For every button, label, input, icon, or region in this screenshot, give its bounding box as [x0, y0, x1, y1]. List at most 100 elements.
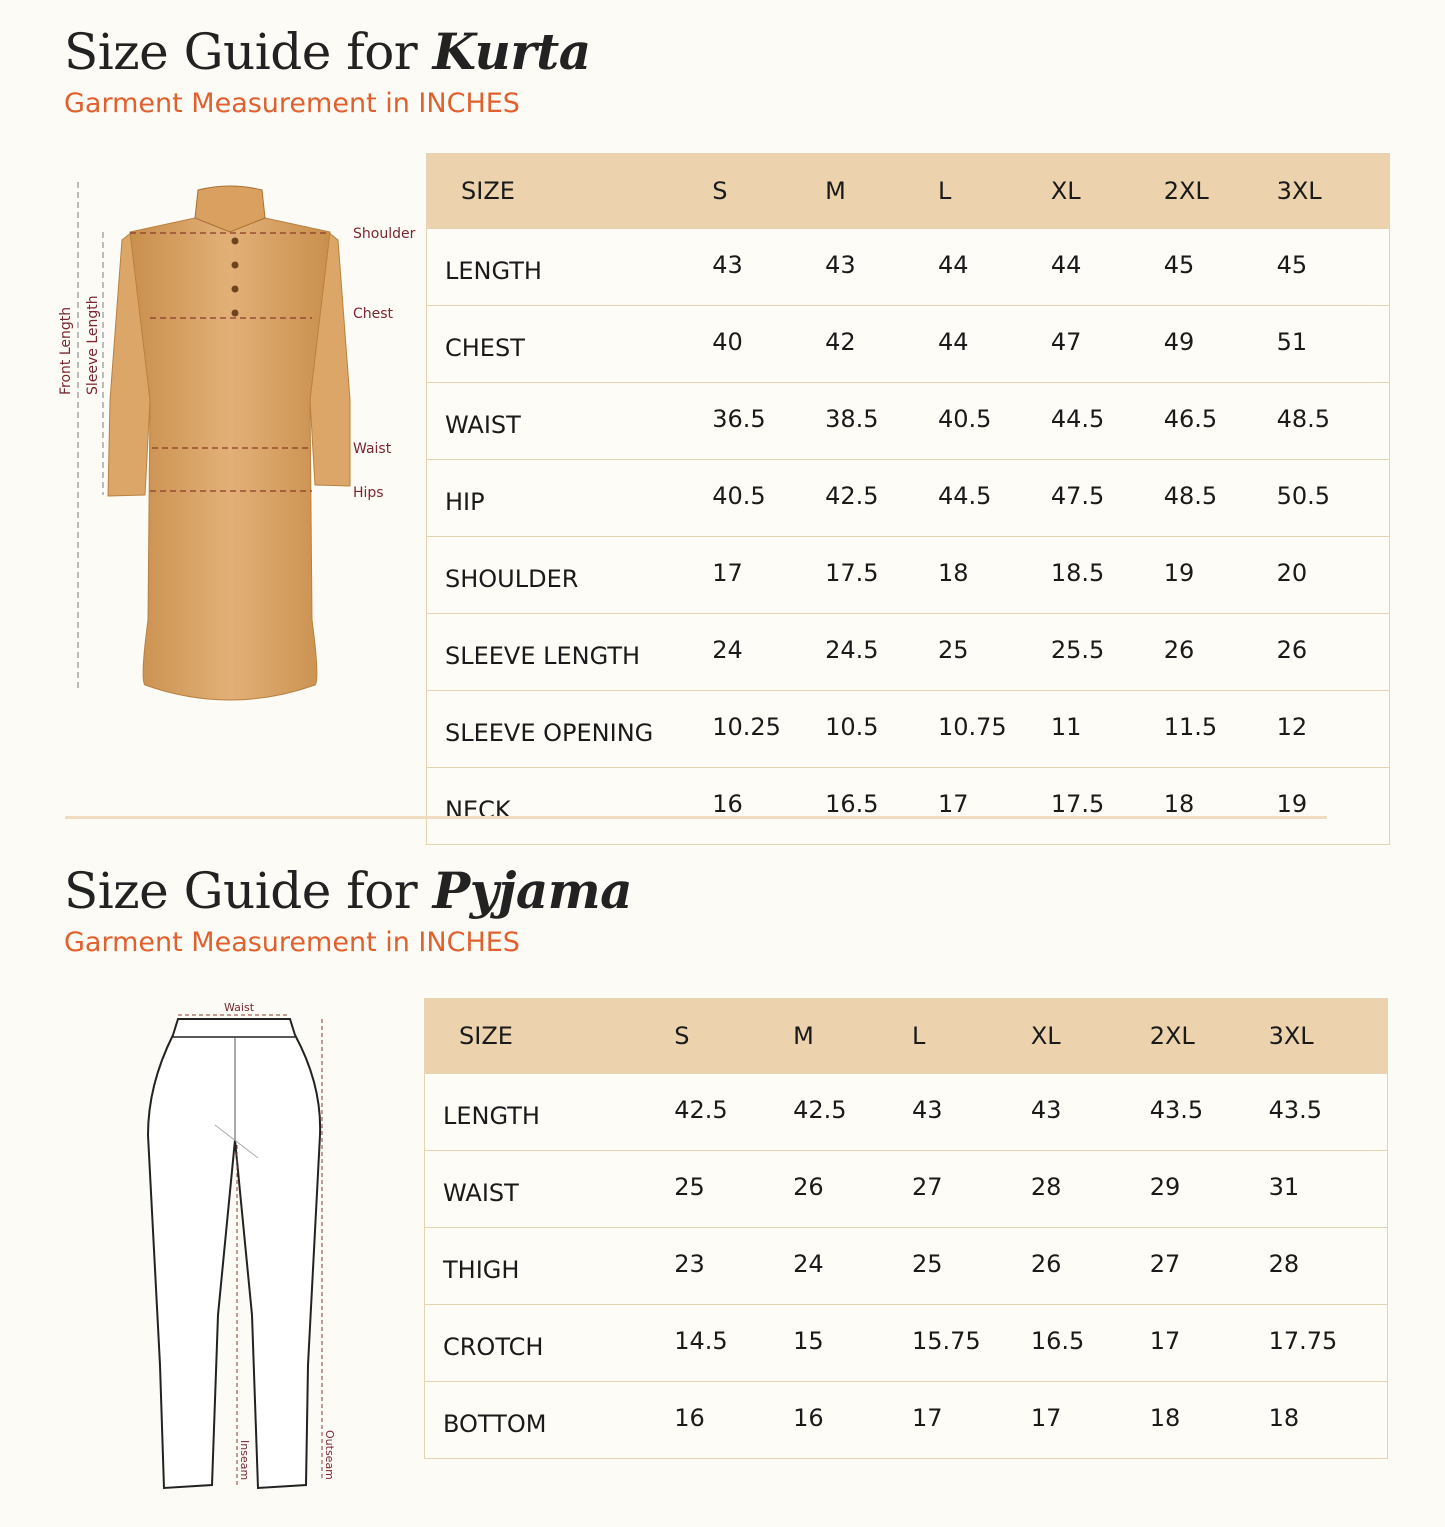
cell-value: 46.5: [1163, 382, 1277, 460]
cell-value: 44: [1050, 228, 1164, 306]
section-divider: [65, 816, 1327, 819]
header-size-s: S: [712, 153, 826, 229]
header-size-m: M: [793, 998, 912, 1074]
cell-value: 25: [674, 1150, 794, 1228]
pyjama-size-table: SIZE S M L XL 2XL 3XL LENGTH 42.5 42.5 43 43 43.5 43…: [424, 998, 1388, 1459]
measure-lines: [77, 182, 330, 692]
cell-value: 11.5: [1163, 690, 1277, 768]
title-item: Pyjama: [432, 861, 633, 920]
header-size: SIZE: [426, 153, 713, 229]
title-item: Kurta: [432, 22, 592, 81]
cell-value: 43.5: [1149, 1073, 1269, 1151]
cell-value: 42.5: [674, 1073, 794, 1151]
cell-value: 40.5: [937, 382, 1051, 460]
cell-value: 47: [1050, 305, 1164, 383]
table-row: CHEST 40 42 44 47 49 51: [426, 305, 1390, 383]
cell-value: 26: [1030, 1227, 1150, 1305]
cell-value: 50.5: [1276, 459, 1390, 537]
kurta-body: [129, 207, 331, 701]
header-size-s: S: [674, 998, 794, 1074]
cell-value: 24: [793, 1227, 912, 1305]
row-label: SLEEVE LENGTH: [426, 613, 713, 691]
label-outseam: Outseam: [323, 1430, 336, 1480]
row-label: SLEEVE OPENING: [426, 690, 713, 768]
cell-value: 45: [1163, 228, 1277, 306]
pyjama-title: Size Guide for Pyjama: [64, 861, 633, 920]
header-size-3xl: 3XL: [1268, 998, 1388, 1074]
row-label: LENGTH: [424, 1073, 675, 1151]
cell-value: 27: [1149, 1227, 1269, 1305]
cell-value: 19: [1276, 767, 1390, 845]
header-size-xl: XL: [1050, 153, 1164, 229]
cell-value: 18: [1149, 1381, 1269, 1459]
cell-value: 17.5: [825, 536, 938, 614]
cell-value: 48.5: [1276, 382, 1390, 460]
table-row: LENGTH 43 43 44 44 45 45: [426, 228, 1390, 306]
cell-value: 18: [1268, 1381, 1388, 1459]
row-label: NECK: [426, 767, 713, 845]
cell-value: 26: [1163, 613, 1277, 691]
row-label: LENGTH: [426, 228, 713, 306]
cell-value: 16.5: [825, 767, 938, 845]
cell-value: 31: [1268, 1150, 1388, 1228]
cell-value: 26: [1276, 613, 1390, 691]
row-label: THIGH: [424, 1227, 675, 1305]
cell-value: 43.5: [1268, 1073, 1388, 1151]
row-label: SHOULDER: [426, 536, 713, 614]
pyjama-outline: [146, 1018, 322, 1490]
cell-value: 43: [911, 1073, 1031, 1151]
cell-value: 17: [1030, 1381, 1150, 1459]
cell-value: 48.5: [1163, 459, 1277, 537]
cell-value: 25: [937, 613, 1051, 691]
cell-value: 26: [793, 1150, 912, 1228]
pyjama-diagram: Waist Inseam Outseam: [146, 1001, 336, 1490]
kurta-size-table: SIZE S M L XL 2XL 3XL LENGTH 43 43 44 44 45 45 CHEST 4…: [426, 153, 1390, 845]
row-label: CROTCH: [424, 1304, 675, 1382]
table-row: SLEEVE LENGTH 24 24.5 25 25.5 26 26: [426, 613, 1390, 691]
header-size-l: L: [911, 998, 1031, 1074]
cell-value: 27: [911, 1150, 1031, 1228]
row-label: WAIST: [426, 382, 713, 460]
cell-value: 10.5: [825, 690, 938, 768]
row-label: CHEST: [426, 305, 713, 383]
cell-value: 42.5: [825, 459, 938, 537]
kurta-diagram: Shoulder Chest Waist Hips Front Length S…: [58, 182, 416, 701]
cell-value: 17: [1149, 1304, 1269, 1382]
row-label: BOTTOM: [424, 1381, 675, 1459]
cell-value: 47.5: [1050, 459, 1164, 537]
cell-value: 18: [1163, 767, 1277, 845]
kurta-buttons: [231, 237, 239, 317]
label-waist: Waist: [353, 441, 392, 457]
table-row: WAIST 25 26 27 28 29 31: [424, 1150, 1388, 1228]
cell-value: 17: [911, 1381, 1031, 1459]
cell-value: 49: [1163, 305, 1277, 383]
cell-value: 44.5: [937, 459, 1051, 537]
label-sleeve-length: Sleeve Length: [85, 295, 101, 395]
cell-value: 15: [793, 1304, 912, 1382]
title-prefix: Size Guide for: [64, 862, 433, 920]
cell-value: 43: [1030, 1073, 1150, 1151]
table-header-row: SIZE S M L XL 2XL 3XL: [424, 998, 1388, 1074]
cell-value: 15.75: [911, 1304, 1031, 1382]
cell-value: 38.5: [825, 382, 938, 460]
table-row: THIGH 23 24 25 26 27 28: [424, 1227, 1388, 1305]
label-waist: Waist: [224, 1001, 255, 1014]
cell-value: 10.75: [937, 690, 1051, 768]
cell-value: 42.5: [793, 1073, 912, 1151]
cell-value: 16: [793, 1381, 912, 1459]
table-row: BOTTOM 16 16 17 17 18 18: [424, 1381, 1388, 1459]
cell-value: 20: [1276, 536, 1390, 614]
table-row: HIP 40.5 42.5 44.5 47.5 48.5 50.5: [426, 459, 1390, 537]
cell-value: 51: [1276, 305, 1390, 383]
row-label: WAIST: [424, 1150, 675, 1228]
cell-value: 25.5: [1050, 613, 1164, 691]
cell-value: 18: [937, 536, 1051, 614]
table-row: LENGTH 42.5 42.5 43 43 43.5 43.5: [424, 1073, 1388, 1151]
cell-value: 24: [712, 613, 826, 691]
label-inseam: Inseam: [238, 1440, 251, 1480]
cell-value: 24.5: [825, 613, 938, 691]
cell-value: 45: [1276, 228, 1390, 306]
cell-value: 17: [712, 536, 826, 614]
cell-value: 44.5: [1050, 382, 1164, 460]
kurta-subtitle: Garment Measurement in INCHES: [64, 88, 520, 119]
